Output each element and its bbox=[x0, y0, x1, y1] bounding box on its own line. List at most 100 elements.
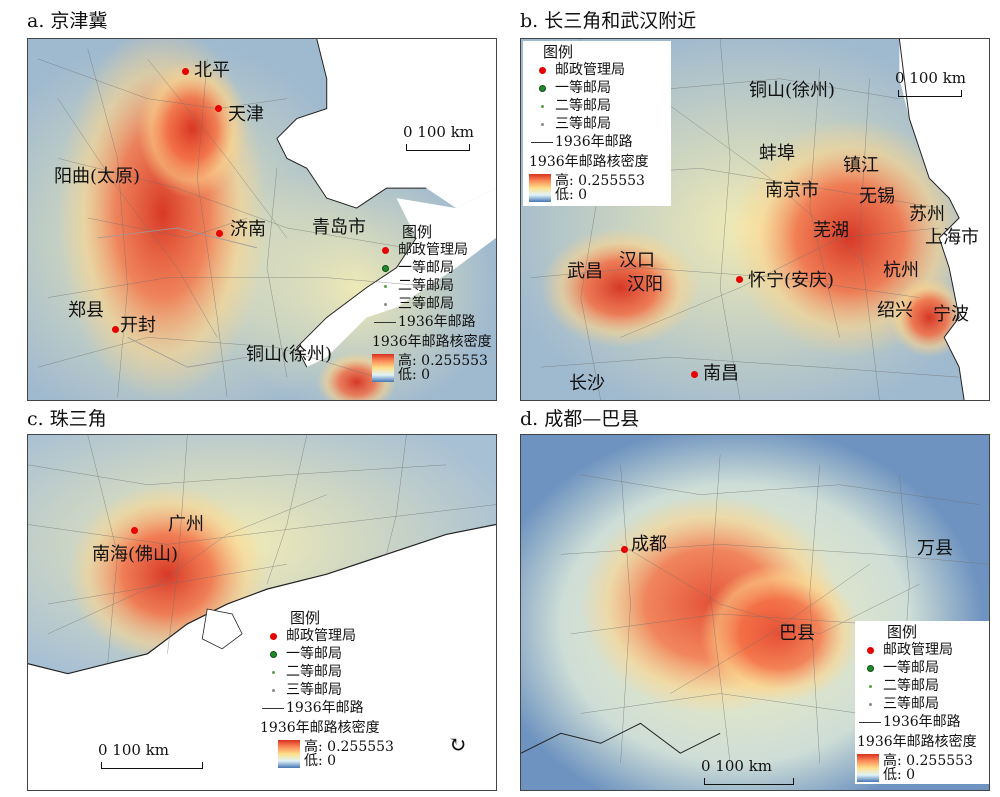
city-label-zhengxian: 郑县 bbox=[68, 300, 104, 321]
legend-b-title: 图例 bbox=[543, 43, 574, 61]
city-label-chengdu: 成都 bbox=[631, 534, 667, 555]
legend-a-second-label: 二等邮局 bbox=[398, 278, 454, 294]
legend-d-density-title: 1936年邮路核密度 bbox=[857, 734, 977, 750]
admin-post-icon bbox=[529, 66, 555, 74]
legend-b-first: 一等邮局 bbox=[529, 79, 671, 97]
legend-b-route-label: 1936年邮路 bbox=[555, 134, 633, 150]
legend-c-route-label: 1936年邮路 bbox=[286, 700, 364, 716]
legend-c-third-label: 三等邮局 bbox=[286, 682, 342, 698]
city-label-wuxi: 无锡 bbox=[859, 186, 895, 207]
city-label-nanhai: 南海(佛山) bbox=[92, 544, 179, 565]
legend-c: 图例 邮政管理局 一等邮局 二等邮局 三等邮局 1936年邮路 1936年邮路核… bbox=[260, 609, 420, 768]
density-color-ramp bbox=[278, 740, 300, 768]
density-color-ramp bbox=[857, 754, 879, 782]
city-label-nanchang: 南昌 bbox=[703, 363, 739, 384]
city-label-shaoxing: 绍兴 bbox=[877, 300, 913, 321]
city-label-guangzhou: 广州 bbox=[168, 514, 204, 535]
first-class-post-icon bbox=[529, 84, 555, 92]
admin-post-tianjin-dot bbox=[215, 105, 222, 112]
legend-d-low: 低: 0 bbox=[883, 767, 916, 783]
city-label-huaining: 怀宁(安庆) bbox=[748, 270, 835, 291]
panel-d-map: 成都 巴县 万县 0 100 km 图例 邮政管理局 一等邮局 二等邮局 三等邮… bbox=[520, 434, 990, 791]
panel-a-title: a. 京津冀 bbox=[27, 10, 108, 32]
legend-a-first: 一等邮局 bbox=[372, 259, 496, 277]
legend-d: 图例 邮政管理局 一等邮局 二等邮局 三等邮局 1936年邮路 1936年邮路核… bbox=[855, 621, 989, 784]
city-label-hanyang: 汉阳 bbox=[627, 274, 663, 295]
admin-post-chengdu-dot bbox=[621, 546, 628, 553]
panel-c-title: c. 珠三角 bbox=[27, 408, 107, 430]
legend-a-admin: 邮政管理局 bbox=[372, 241, 496, 259]
scale-bar-a: 0 100 km bbox=[403, 123, 493, 153]
city-label-hangzhou: 杭州 bbox=[883, 260, 919, 281]
legend-d-third: 三等邮局 bbox=[857, 695, 989, 713]
city-label-wuchang: 武昌 bbox=[567, 261, 603, 282]
legend-a-admin-label: 邮政管理局 bbox=[398, 242, 468, 258]
second-class-post-icon bbox=[857, 684, 883, 688]
legend-a-low: 低: 0 bbox=[398, 367, 431, 383]
legend-a-title: 图例 bbox=[402, 223, 433, 241]
density-surface-b bbox=[521, 39, 989, 400]
city-label-wuhu: 芜湖 bbox=[813, 220, 849, 241]
legend-b-second-label: 二等邮局 bbox=[555, 98, 611, 114]
legend-c-first-label: 一等邮局 bbox=[286, 646, 342, 662]
postal-route-icon bbox=[857, 721, 883, 723]
city-label-hankou: 汉口 bbox=[619, 250, 655, 271]
legend-a-first-label: 一等邮局 bbox=[398, 260, 454, 276]
admin-post-beiping-dot bbox=[182, 68, 189, 75]
legend-c-first: 一等邮局 bbox=[260, 645, 420, 663]
scale-bar-b: 0 100 km bbox=[895, 69, 985, 99]
city-label-shanghai: 上海市 bbox=[925, 227, 979, 248]
third-class-post-icon bbox=[857, 702, 883, 706]
admin-post-huaining-dot bbox=[736, 276, 743, 283]
admin-post-nanchang-dot bbox=[691, 371, 698, 378]
legend-a-route-label: 1936年邮路 bbox=[398, 314, 476, 330]
scale-bar-d-label: 0 100 km bbox=[701, 757, 773, 775]
legend-d-second-label: 二等邮局 bbox=[883, 678, 939, 694]
legend-a: 图例 邮政管理局 一等邮局 二等邮局 三等邮局 1936年邮路 1936年邮路核… bbox=[372, 223, 496, 383]
legend-d-third-label: 三等邮局 bbox=[883, 696, 939, 712]
legend-d-ramp: 高: 0.255553 低: 0 bbox=[857, 754, 989, 782]
city-label-yangqu: 阳曲(太原) bbox=[54, 166, 141, 187]
legend-c-second: 二等邮局 bbox=[260, 663, 420, 681]
scale-bar-a-label: 0 100 km bbox=[403, 123, 475, 141]
legend-b-second: 二等邮局 bbox=[529, 97, 671, 115]
legend-c-ramp: 高: 0.255553 低: 0 bbox=[260, 740, 420, 768]
legend-d-second: 二等邮局 bbox=[857, 677, 989, 695]
admin-post-icon bbox=[372, 246, 398, 254]
density-surface-c bbox=[28, 435, 496, 790]
second-class-post-icon bbox=[529, 104, 555, 108]
legend-d-route: 1936年邮路 bbox=[857, 713, 989, 731]
admin-post-icon bbox=[857, 646, 883, 654]
legend-a-second: 二等邮局 bbox=[372, 277, 496, 295]
second-class-post-icon bbox=[372, 284, 398, 288]
city-label-tianjin: 天津 bbox=[228, 104, 264, 125]
legend-d-first-label: 一等邮局 bbox=[883, 660, 939, 676]
legend-a-density-title: 1936年邮路核密度 bbox=[372, 334, 492, 350]
legend-c-route: 1936年邮路 bbox=[260, 699, 420, 717]
legend-d-admin-label: 邮政管理局 bbox=[883, 642, 953, 658]
scale-bar-c-label: 0 100 km bbox=[98, 741, 170, 759]
legend-d-high: 高: 0.255553 bbox=[883, 753, 973, 769]
city-label-kaifeng: 开封 bbox=[120, 315, 156, 336]
second-class-post-icon bbox=[260, 670, 286, 674]
panel-b-map: 铜山(徐州) 蚌埠 镇江 南京市 无锡 苏州 芜湖 上海市 杭州 绍兴 宁波 武… bbox=[520, 38, 990, 401]
third-class-post-icon bbox=[260, 688, 286, 692]
first-class-post-icon bbox=[857, 664, 883, 672]
legend-b: 图例 邮政管理局 一等邮局 二等邮局 三等邮局 1936年邮路 1936年邮路核… bbox=[523, 41, 671, 206]
legend-c-low: 低: 0 bbox=[304, 753, 337, 769]
scale-bar-b-label: 0 100 km bbox=[895, 69, 967, 87]
density-color-ramp bbox=[372, 354, 394, 382]
panel-d-title: d. 成都—巴县 bbox=[520, 408, 640, 430]
admin-post-jinan-dot bbox=[216, 230, 223, 237]
legend-b-ramp: 高: 0.255553 低: 0 bbox=[529, 174, 671, 202]
legend-b-first-label: 一等邮局 bbox=[555, 80, 611, 96]
city-label-nanjing: 南京市 bbox=[765, 180, 819, 201]
admin-post-icon bbox=[260, 632, 286, 640]
legend-a-route: 1936年邮路 bbox=[372, 313, 496, 331]
city-label-qingdao: 青岛市 bbox=[312, 217, 366, 238]
legend-d-title: 图例 bbox=[887, 623, 918, 641]
legend-c-third: 三等邮局 bbox=[260, 681, 420, 699]
city-label-jinan: 济南 bbox=[230, 219, 266, 240]
north-arrow-icon: ↻ bbox=[448, 733, 467, 758]
scale-bar-b-line bbox=[898, 90, 962, 97]
